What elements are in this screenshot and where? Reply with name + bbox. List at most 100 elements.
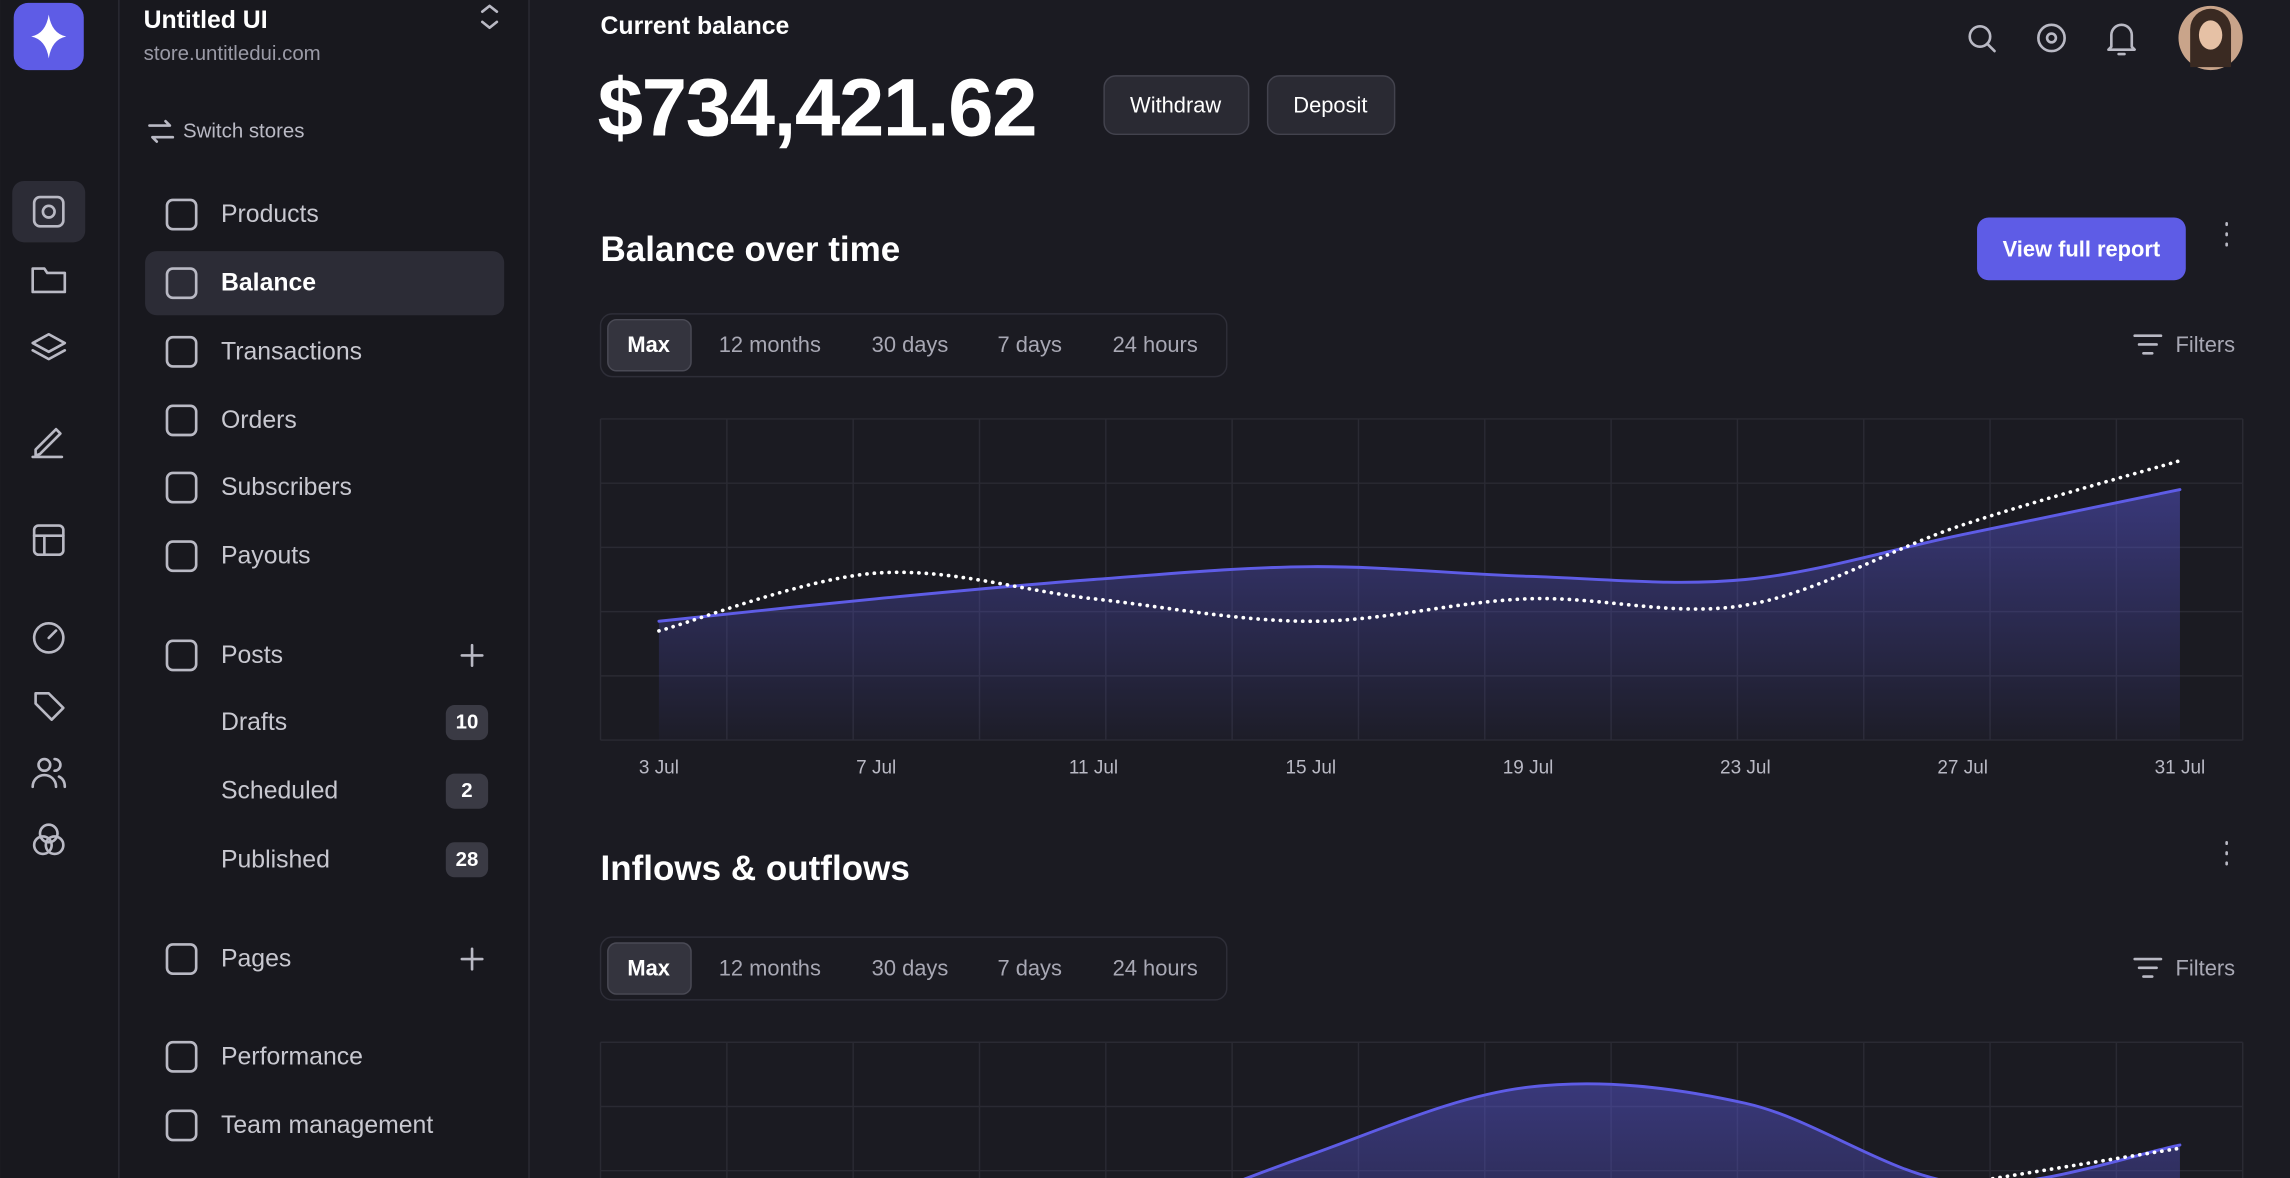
nav-icon [165, 471, 198, 504]
withdraw-label: Withdraw [1130, 93, 1221, 118]
nav-badge [445, 842, 489, 878]
x-tick-label: 31 Jul [2155, 757, 2206, 778]
deposit-button[interactable] [1266, 75, 1396, 136]
x-tick-label: 23 Jul [1720, 757, 1771, 778]
nav: Products Balance Transactions Orders Subscri… [145, 198, 505, 1142]
icon-rail [0, 0, 119, 1178]
line [657, 458, 2182, 633]
nav-icon [165, 267, 198, 300]
range-tab[interactable]: Max [627, 332, 670, 357]
rail-icon[interactable] [31, 427, 64, 459]
nav-count: 2 [461, 780, 472, 802]
balance-label: Current balance [601, 13, 790, 40]
nav-icon [165, 639, 198, 672]
nav-item[interactable]: Transactions [221, 338, 362, 365]
line [1243, 1082, 2182, 1178]
range-tab[interactable]: Max [627, 955, 670, 980]
sidebar [120, 0, 529, 1178]
filter-icon[interactable] [2133, 334, 2163, 355]
settings-icon[interactable] [2037, 23, 2066, 53]
switch-stores[interactable]: Switch stores [183, 120, 304, 142]
range-tab[interactable]: 12 months [719, 955, 821, 980]
nav-icon [165, 943, 198, 975]
nav-item[interactable]: Drafts [221, 709, 287, 736]
store-chevron[interactable] [480, 4, 499, 30]
range-tab[interactable]: 24 hours [1113, 332, 1198, 357]
range-tab[interactable]: 7 days [997, 955, 1062, 980]
rail-icon[interactable] [32, 621, 65, 654]
nav-item[interactable]: Orders [221, 407, 297, 434]
section-title: Inflows & outflows [601, 849, 910, 888]
brand-name: Untitled UI [144, 7, 268, 34]
x-tick-label: 15 Jul [1285, 757, 1336, 778]
rail-icon[interactable] [32, 195, 65, 228]
area [658, 489, 2180, 741]
range-tab[interactable]: 12 months [719, 332, 821, 357]
balance-amount: $734,421.62 [598, 63, 1036, 154]
range-selected [607, 318, 692, 372]
filters-label[interactable]: Filters [2176, 955, 2236, 980]
brand-url: store.untitledui.com [144, 43, 321, 65]
x-tick-label: 7 Jul [856, 757, 896, 778]
range-tabs [599, 936, 1228, 1001]
rail-icon[interactable] [31, 267, 67, 294]
range-tab[interactable]: 30 days [872, 332, 949, 357]
nav-icon [165, 1040, 198, 1073]
range-tab[interactable]: 7 days [997, 332, 1062, 357]
notifications-icon[interactable] [2107, 23, 2137, 56]
range-tabs [599, 313, 1228, 378]
add-icon[interactable] [460, 643, 484, 667]
logo-star [31, 14, 67, 59]
nav-badge [445, 705, 489, 741]
area [1247, 1083, 2180, 1178]
nav-item[interactable]: Payouts [221, 543, 311, 570]
nav-count: 10 [456, 712, 479, 734]
nav-item[interactable]: Performance [221, 1043, 363, 1070]
rail-selected [12, 181, 86, 243]
add-icon[interactable] [460, 947, 484, 971]
nav-item[interactable]: Team management [221, 1112, 433, 1139]
rail-icons [31, 195, 67, 856]
range-tab[interactable]: 24 hours [1113, 955, 1198, 980]
search-icon[interactable] [1968, 24, 1992, 49]
filter-icon[interactable] [2133, 957, 2163, 978]
withdraw-button[interactable] [1103, 75, 1250, 136]
nav-selected [145, 251, 505, 316]
nav-badge [445, 773, 489, 809]
deposit-label: Deposit [1293, 93, 1367, 118]
rail-icon[interactable] [37, 757, 52, 773]
x-tick-label: 11 Jul [1069, 757, 1118, 778]
nav-item[interactable]: Published [221, 846, 330, 873]
range-selected [607, 942, 692, 995]
avatar-face [2198, 20, 2223, 50]
report-button[interactable] [1977, 217, 2186, 281]
x-tick-label: 27 Jul [1937, 757, 1988, 778]
nav-icon [165, 540, 198, 573]
nav-item[interactable]: Pages [221, 946, 291, 973]
section-title: Balance over time [601, 230, 901, 269]
top-icons [1968, 23, 2137, 56]
rail-icon[interactable] [31, 332, 67, 361]
nav-item[interactable]: Posts [221, 642, 283, 669]
report-label: View full report [2003, 236, 2161, 261]
filters-label[interactable]: Filters [2176, 332, 2236, 357]
nav-count: 28 [456, 849, 479, 871]
nav-icon [165, 335, 198, 368]
charts: Balance over time View full report Max 12 m… [599, 217, 2244, 1178]
rail-icon[interactable] [34, 692, 65, 721]
x-tick-label: 3 Jul [639, 757, 679, 778]
nav-item[interactable]: Scheduled [221, 778, 338, 805]
nav-icon [165, 198, 198, 231]
nav-item[interactable]: Balance [221, 270, 316, 297]
nav-icon [165, 1109, 198, 1142]
range-tab[interactable]: 30 days [872, 955, 949, 980]
nav-icon [165, 404, 198, 437]
rail-icon[interactable] [38, 823, 59, 844]
rail-icon[interactable] [32, 524, 65, 557]
nav-item[interactable]: Products [221, 201, 319, 228]
switch-icon [148, 119, 175, 143]
line [657, 488, 2182, 623]
nav-item[interactable]: Subscribers [221, 474, 352, 501]
